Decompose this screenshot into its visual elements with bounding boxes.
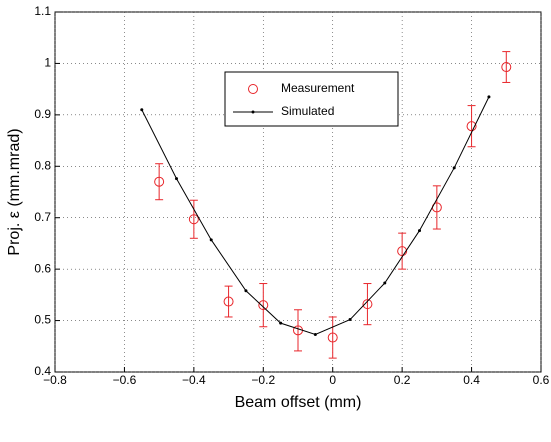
point: [487, 95, 491, 99]
y-tick-label: 0.4: [34, 364, 51, 378]
marker: [362, 299, 373, 310]
legend-box: [224, 71, 399, 127]
y-tick-label: 0.6: [34, 261, 51, 275]
y-tick-label: 0.9: [34, 107, 51, 121]
x-axis-label: Beam offset (mm): [235, 394, 362, 411]
y-tick-label: 0.5: [34, 313, 51, 327]
marker: [223, 296, 234, 307]
marker: [466, 121, 477, 132]
legend-label: Measurement: [281, 81, 355, 95]
y-tick-label: 0.7: [34, 210, 51, 224]
x-tick-label: 0.4: [463, 373, 480, 387]
point: [175, 177, 178, 181]
x-tick-label: −0.8: [43, 373, 67, 387]
x-tick-label: 0.2: [394, 373, 411, 387]
point: [209, 238, 213, 242]
x-tick-label: −0.2: [251, 373, 275, 387]
y-tick-label: 0.8: [34, 158, 51, 172]
point: [244, 289, 248, 293]
marker: [258, 300, 269, 311]
marker: [501, 62, 512, 73]
x-tick-label: −0.6: [113, 373, 137, 387]
marker: [188, 214, 199, 225]
marker: [154, 176, 165, 187]
marker: [327, 332, 338, 343]
x-tick-label: 0.6: [533, 373, 550, 387]
legend-label: Simulated: [281, 104, 334, 118]
y-axis-label: Proj. ε (mm.mrad): [6, 128, 23, 255]
point: [279, 321, 283, 325]
point: [383, 281, 387, 285]
point: [313, 332, 317, 336]
point: [452, 166, 456, 170]
point: [348, 318, 352, 322]
y-tick-label: 1.1: [34, 4, 51, 18]
legend-marker: [251, 110, 255, 114]
y-tick-label: 1: [44, 56, 51, 70]
point: [140, 108, 144, 112]
x-tick-label: 0: [329, 373, 336, 387]
x-tick-label: −0.4: [182, 373, 206, 387]
point: [418, 229, 421, 233]
marker: [397, 246, 408, 257]
legend-marker: [248, 84, 258, 94]
